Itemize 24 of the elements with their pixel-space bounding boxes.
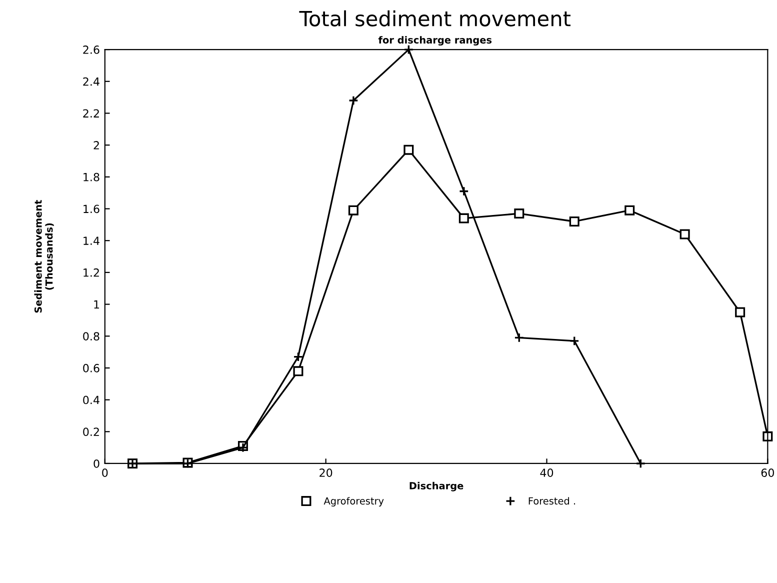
legend-label: Forested . [528,497,576,505]
chart-subtitle: for discharge ranges [378,36,492,46]
y-tick-label: 1 [94,300,100,309]
x-tick-label: 40 [540,468,554,477]
y-tick-label: 2 [94,141,99,150]
y-tick-label: 2.4 [83,77,100,86]
y-tick-label: 2.2 [83,109,99,118]
y-axis-title: Sediment movement (Thousands) [34,200,54,313]
y-tick-label: 1.8 [84,172,100,182]
y-tick-label: 0 [94,459,100,468]
x-tick-label: 60 [761,468,774,477]
y-tick-label: 0.8 [83,332,100,340]
x-tick-label: 20 [320,468,332,477]
y-tick-label: 1.4 [84,236,100,245]
legend-label: Agroforestry [324,497,384,506]
y-tick-label: 1.6 [84,204,100,214]
y-tick-label: 0.4 [83,396,100,404]
y-tick-label: 1.2 [84,268,99,277]
x-tick-label: 0 [102,468,108,477]
chart-title: Total sediment movement [299,10,570,26]
y-tick-label: 0.6 [83,364,100,372]
y-tick-label: 2.6 [83,46,100,54]
x-axis-title: Discharge [410,482,464,492]
y-tick-label: 0.2 [83,428,99,436]
